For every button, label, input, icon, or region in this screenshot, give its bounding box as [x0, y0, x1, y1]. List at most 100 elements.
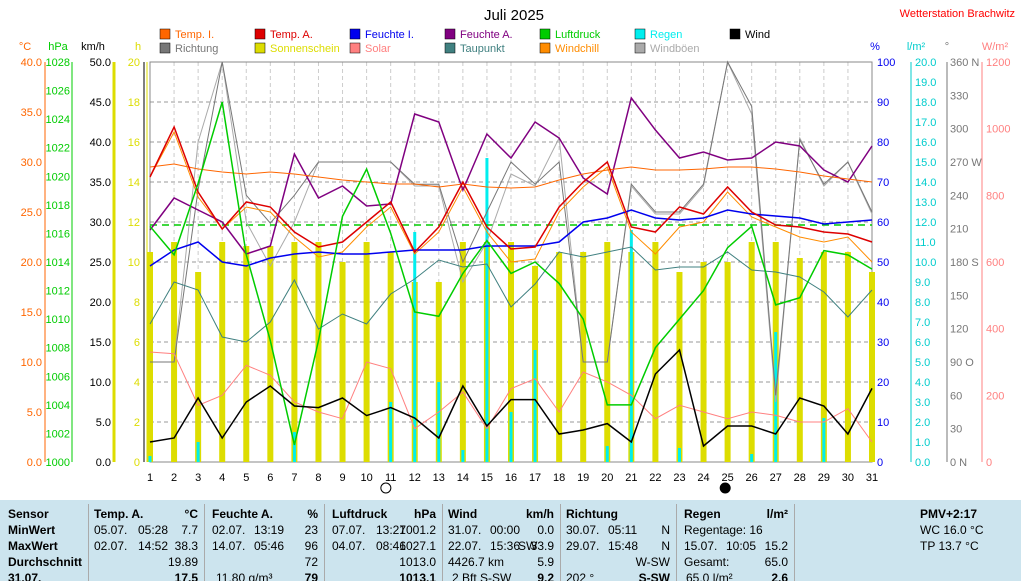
sunshine-bar [435, 282, 442, 462]
weather-chart: Juli 2025 Wetterstation Brachwitz Temp. I.… [19, 7, 1015, 494]
sunshine-bar [171, 242, 178, 462]
axis-tick-2: 5.0 [96, 417, 111, 429]
x-tick-label: 31 [866, 472, 878, 484]
axis-tick-4: 10 [877, 417, 889, 429]
legend-swatch-richtung [159, 42, 171, 54]
axis-tick-5: 11.0 [915, 237, 936, 249]
axis-tick-4: 90 [877, 97, 889, 109]
axis-tick-5: 20.0 [915, 57, 936, 69]
sunshine-bar [195, 272, 202, 462]
regen-total-value: 65.0 [764, 555, 788, 569]
axis-tick-6: 300 [950, 124, 968, 136]
rain-bar [750, 454, 754, 462]
axis-tick-5: 1.0 [915, 437, 930, 449]
axis-tick-5: 8.0 [915, 297, 930, 309]
axis-tick-6: 150 [950, 290, 968, 302]
x-tick-label: 3 [195, 472, 201, 484]
axis-unit-6: ° [945, 41, 949, 53]
sunshine-bar [147, 252, 153, 462]
row-label-avg: Durchschnitt [8, 555, 83, 569]
x-tick-label: 5 [243, 472, 249, 484]
stats-pmv-title: PMV+2:17 [920, 507, 978, 521]
axis-tick-5: 9.0 [915, 277, 930, 289]
x-tick-label: 19 [577, 472, 589, 484]
sunshine-bar [724, 262, 731, 462]
druck-today-value: 1013.1 [399, 571, 436, 581]
axis-tick-6: 270 W [950, 157, 982, 169]
druck-max-date: 04.07. [332, 539, 366, 553]
axis-tick-7: 1200 [986, 57, 1010, 69]
x-tick-label: 21 [625, 472, 637, 484]
sunshine-bar [508, 242, 514, 462]
rain-bar [509, 412, 513, 462]
axis-unit-5: l/m² [907, 41, 926, 53]
separator [676, 504, 677, 581]
axis-tick-3: 14 [128, 177, 140, 189]
rain-bar [629, 230, 633, 462]
axis-unit-1: hPa [48, 41, 68, 53]
axis-tick-1: 1026 [46, 86, 70, 98]
sunshine-bar [676, 272, 683, 462]
row-label-min: MinWert [8, 523, 56, 537]
x-tick-label: 6 [267, 472, 273, 484]
stats-richtung-title: Richtung [566, 507, 618, 521]
x-tick-label: 14 [457, 472, 469, 484]
sunshine-bar [700, 262, 707, 462]
axis-tick-5: 19.0 [915, 77, 936, 89]
axis-tick-5: 12.0 [915, 217, 936, 229]
axis-tick-1: 1018 [46, 200, 70, 212]
druck-max-value: 1027.1 [399, 539, 436, 553]
axis-tick-5: 13.0 [915, 197, 936, 209]
separator [442, 504, 443, 581]
x-tick-label: 4 [219, 472, 225, 484]
rain-bar [292, 432, 296, 462]
x-tick-label: 2 [171, 472, 177, 484]
legend-label-solar: Solar [365, 43, 391, 55]
axis-tick-6: 240 [950, 190, 968, 202]
axis-tick-5: 17.0 [915, 117, 936, 129]
legend-label-richtung: Richtung [175, 43, 218, 55]
chart-title: Juli 2025 [484, 7, 544, 24]
rain-bar [605, 446, 609, 462]
separator [324, 504, 325, 581]
axis-tick-2: 15.0 [90, 337, 111, 349]
sunshine-bar [869, 272, 875, 462]
series-line-wind [149, 348, 873, 448]
axis-tick-7: 1000 [986, 124, 1010, 136]
axis-tick-7: 800 [986, 190, 1004, 202]
x-tick-label: 15 [481, 472, 493, 484]
stats-richtung: Richtung 30.07. 05:11 N 29.07. 15:48 N W… [560, 500, 676, 581]
axis-tick-4: 100 [877, 57, 895, 69]
druck-max-time: 08:46 [376, 539, 407, 553]
x-tick-label: 1 [147, 472, 153, 484]
sunshine-bar [604, 242, 611, 462]
regen-today-value: 2.6 [771, 571, 788, 581]
richtung-avg-value: W-SW [635, 555, 670, 569]
x-tick-label: 17 [529, 472, 541, 484]
sunshine-bar [844, 252, 851, 462]
axis-unit-4: % [870, 41, 880, 53]
sunshine-bar [820, 252, 827, 462]
legend-label-sonnenschein: Sonnenschein [270, 43, 340, 55]
x-tick-label: 30 [842, 472, 854, 484]
x-tick-label: 23 [673, 472, 685, 484]
axis-tick-2: 40.0 [90, 137, 111, 149]
feuchte-max-time: 05:46 [254, 539, 285, 553]
rain-bar [413, 232, 417, 462]
legend-swatch-temp_a [254, 28, 266, 40]
series-line-luftdruck [149, 101, 873, 446]
axis-tick-2: 20.0 [90, 297, 111, 309]
richtung-min-value: N [661, 523, 670, 537]
feuchte-min-value: 23 [304, 523, 318, 537]
series-line-windboeen [150, 60, 873, 403]
temp-max-time: 14:52 [138, 539, 169, 553]
wind-max-value: 33.9 [530, 539, 554, 553]
axis-tick-4: 0 [877, 457, 883, 469]
x-tick-label: 22 [649, 472, 661, 484]
axis-tick-5: 14.0 [915, 177, 936, 189]
axis-tick-5: 16.0 [915, 137, 936, 149]
druck-min-date: 07.07. [332, 523, 366, 537]
axis-tick-2: 35.0 [90, 177, 111, 189]
series-line-feuchte_a [149, 96, 873, 255]
axis-tick-0: 40.0 [21, 57, 42, 69]
